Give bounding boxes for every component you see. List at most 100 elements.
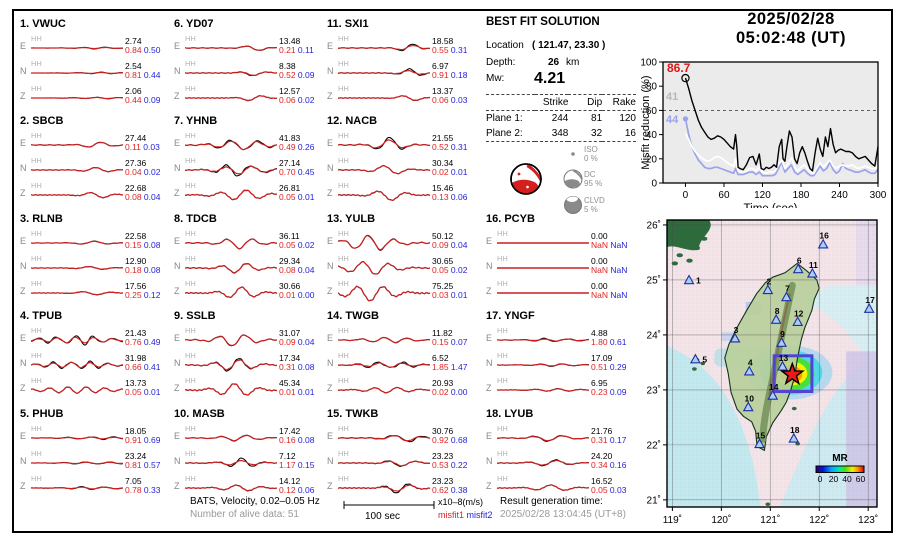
misfit1-value: 0.21 (279, 44, 296, 55)
decomp-dc: DC 95 % (562, 168, 602, 190)
peak-amplitude: 31.98 (125, 352, 147, 363)
waveform-trace: HH (31, 34, 123, 50)
svg-text:HH: HH (185, 376, 196, 385)
misfit1-value: 0.16 (279, 434, 296, 445)
iso-icon (571, 152, 575, 156)
lon-tick-label: 123˚ (858, 514, 878, 526)
station-number-label: 1 (696, 275, 701, 285)
station-number-label: 11 (809, 260, 818, 270)
peak-amplitude: 8.38 (279, 60, 296, 71)
peak-amplitude: 2.06 (125, 85, 142, 96)
annotation-gray: 41 (666, 91, 678, 103)
misfit1-value: 0.66 (125, 361, 142, 372)
station-title: 3. RLNB (20, 213, 63, 225)
trace-values: 30.65 0.05 0.02 (432, 256, 478, 275)
misfit2-value: 0.04 (143, 191, 161, 202)
trace-row-N: N HH 30.34 0.02 0.01 (327, 155, 479, 180)
misfit1-value: 0.53 (432, 459, 449, 470)
misfit2-value: 0.29 (609, 361, 627, 372)
svg-text:HH: HH (497, 474, 508, 483)
trace-row-E: E HH 21.43 0.76 0.49 (20, 325, 172, 350)
station-title: 4. TPUB (20, 310, 63, 322)
waveform-trace: HH (185, 229, 277, 249)
peak-amplitude: 12.57 (279, 85, 301, 96)
peak-amplitude: 6.95 (591, 377, 608, 388)
decomp-iso: ISO 0 % (562, 144, 598, 164)
misfit2-value: 0.00 (450, 386, 468, 397)
station-number-label: 15 (756, 430, 766, 440)
svg-text:HH: HH (185, 351, 196, 360)
misfit1-value: 1.85 (432, 361, 449, 372)
trace-row-N: N HH 12.90 0.18 0.08 (20, 253, 172, 278)
station-number-label: 18 (790, 425, 800, 435)
svg-text:HH: HH (31, 376, 42, 385)
trace-values: 26.81 0.05 0.01 (279, 183, 325, 202)
trace-row-Z: Z HH 13.73 0.05 0.01 (20, 375, 172, 400)
component-label: Z (174, 382, 180, 393)
svg-text:HH: HH (185, 449, 196, 458)
station-triangle-16 (817, 238, 829, 249)
peak-amplitude: 6.97 (432, 60, 449, 71)
misfit2-value: 0.07 (450, 336, 468, 347)
trace-values: 7.05 0.78 0.33 (125, 476, 171, 495)
plane2-row: Plane 2: 348 32 16 (486, 126, 636, 142)
svg-text:HH: HH (185, 131, 196, 140)
peak-amplitude: 30.34 (432, 157, 454, 168)
event-date: 2025/02/28 (747, 10, 835, 28)
plane1-strike: 244 (551, 113, 569, 124)
waveform-trace: HH (338, 376, 430, 393)
mw-row: Mw: 4.21 (486, 70, 565, 87)
component-label: Z (174, 480, 180, 491)
trace-values: 13.48 0.21 0.11 (279, 35, 325, 55)
iso-pct: 0 % (584, 154, 598, 163)
svg-text:HH: HH (31, 351, 42, 360)
trace-values: 41.83 0.49 0.26 (279, 133, 325, 152)
component-label: N (20, 260, 27, 271)
trace-row-N: N HH 7.12 1.17 0.15 (174, 448, 326, 473)
misfit2-value: 0.18 (450, 69, 468, 80)
misfit2-value: 0.16 (609, 459, 627, 470)
peak-amplitude: 29.34 (279, 255, 301, 266)
component-label: N (174, 162, 181, 173)
trace-row-E: E HH 13.48 0.21 0.11 (174, 33, 326, 58)
trace-values: 31.98 0.66 0.41 (125, 352, 171, 372)
svg-text:HH: HH (185, 424, 196, 433)
misfit1-value: 0.01 (279, 289, 296, 300)
station-block-MASB: 10. MASB E HH 17.42 0.16 0.08 N HH 7.12 1.17 0.1… (174, 408, 326, 503)
component-label: N (174, 455, 181, 466)
svg-text:HH: HH (338, 156, 349, 165)
misfit1-value: 0.51 (591, 361, 608, 372)
misfit1-value: 0.08 (125, 191, 142, 202)
trace-row-N: N HH 8.38 0.52 0.09 (174, 58, 326, 83)
trace-row-Z: Z HH 13.37 0.06 0.03 (327, 83, 479, 108)
peak-amplitude: 13.48 (279, 35, 301, 46)
waveform-trace: HH (31, 254, 123, 270)
component-label: E (174, 430, 181, 441)
scalebar-label: 100 sec (365, 511, 401, 522)
best-fit-solution-panel: BEST FIT SOLUTION Location ( 121.47, 23.… (486, 14, 640, 214)
y-axis-title: Misfit reduction (%) (640, 75, 652, 169)
clvd-icon (564, 196, 582, 214)
station-block-PCYB: 16. PCYB E HH 0.00 NaN NaN N HH 0.00 NaN NaN Z HH 0… (486, 213, 638, 308)
waveform-trace: HH (497, 326, 589, 342)
station-triangle-9 (776, 337, 787, 347)
svg-text:HH: HH (338, 254, 349, 263)
station-title: 9. SSLB (174, 310, 216, 322)
misfit1-value: 0.12 (279, 484, 296, 495)
svg-text:HH: HH (497, 254, 508, 263)
dataset-label: BATS, Velocity, 0.02–0.05 Hz (190, 496, 320, 507)
trace-row-Z: Z HH 0.00 NaN NaN (486, 278, 638, 303)
peak-amplitude: 14.12 (279, 475, 301, 486)
y-tick-label: 80 (646, 82, 658, 93)
waveform-trace: HH (338, 474, 430, 493)
misfit1-value: 0.44 (125, 94, 142, 105)
peak-amplitude: 75.25 (432, 280, 454, 291)
trace-values: 12.90 0.18 0.08 (125, 256, 171, 275)
plane1-dip: 81 (591, 113, 603, 124)
plane1-label: Plane 1: (486, 113, 523, 124)
trace-row-N: N HH 27.14 0.70 0.45 (174, 155, 326, 180)
misfit1-value: 0.25 (125, 289, 142, 300)
lat-tick-label: 25˚ (647, 274, 661, 286)
trace-row-Z: Z HH 45.34 0.01 0.01 (174, 375, 326, 400)
trace-values: 17.34 0.31 0.08 (279, 353, 325, 372)
